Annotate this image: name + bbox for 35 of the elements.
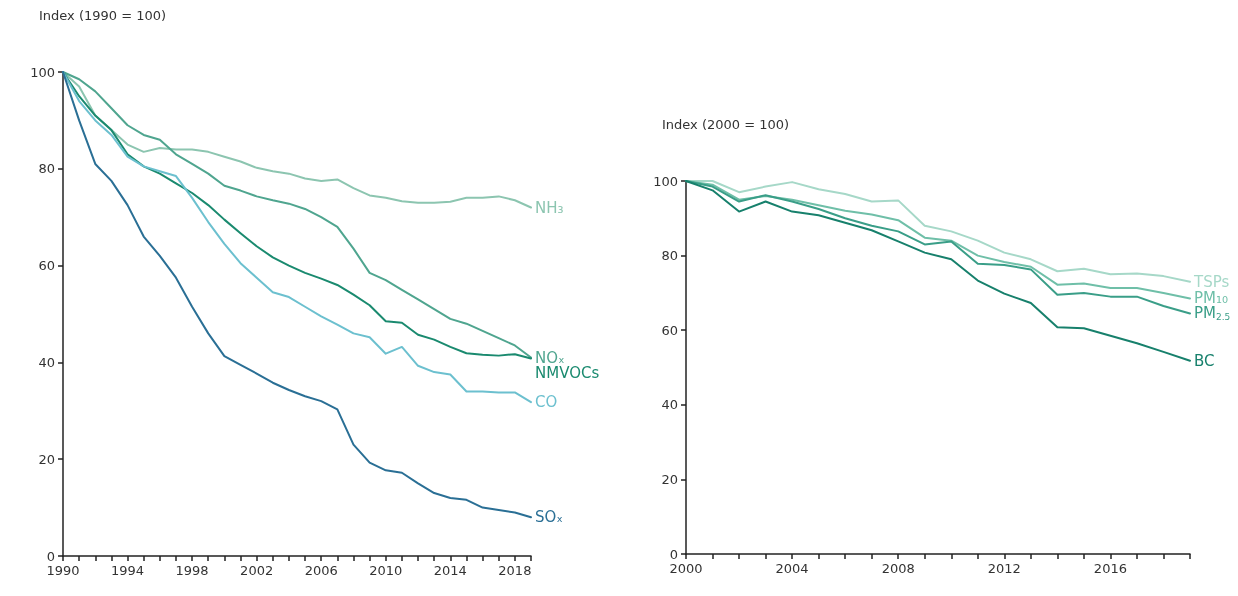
x-tick-label: 1990: [46, 563, 80, 578]
x-tick-label: 1994: [111, 563, 145, 578]
y-axis-title: Index (1990 = 100): [39, 8, 167, 23]
x-tick-label: 2016: [1093, 561, 1127, 576]
y-tick-label: 100: [30, 64, 55, 80]
series-label: CO: [535, 393, 558, 412]
x-tick-label: 2006: [304, 563, 338, 578]
y-tick-label: 20: [38, 451, 55, 467]
series-label: NH₃: [535, 198, 564, 217]
y-axis-title: Index (2000 = 100): [662, 117, 790, 132]
x-tick-label: 2004: [775, 561, 809, 576]
x-tick-label: 2010: [369, 563, 403, 578]
y-tick-label: 0: [669, 546, 678, 562]
y-tick-label: 60: [661, 322, 678, 338]
x-tick-label: 2014: [433, 563, 467, 578]
x-tick-label: 2002: [240, 563, 274, 578]
y-tick-label: 40: [38, 354, 55, 370]
y-tick-label: 40: [661, 397, 678, 413]
series-label: BC: [1194, 351, 1215, 370]
y-tick-label: 80: [38, 161, 55, 177]
x-tick-label: 2018: [498, 563, 532, 578]
series-label: PM2.5: [1194, 304, 1231, 323]
line-series: [62, 71, 532, 519]
y-tick-label: 0: [46, 548, 55, 564]
y-tick-label: 20: [661, 471, 678, 487]
y-tick-label: 100: [653, 173, 678, 189]
line-series: [685, 180, 1191, 362]
x-tick-label: 2012: [987, 561, 1021, 576]
x-tick-label: 2008: [881, 561, 915, 576]
y-tick-label: 80: [661, 248, 678, 264]
x-tick-label: 2000: [669, 561, 703, 576]
series-label: TSPs: [1193, 272, 1230, 291]
x-tick-label: 1998: [175, 563, 209, 578]
y-tick-label: 60: [38, 258, 55, 274]
series-label: SOₓ: [535, 508, 563, 527]
